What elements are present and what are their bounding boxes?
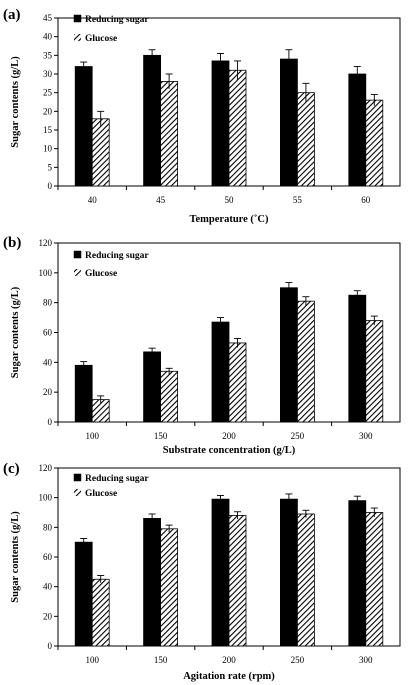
bar-reducing-sugar-100	[74, 364, 93, 423]
panel-label: (b)	[3, 235, 21, 251]
bar-glucose-45	[160, 81, 179, 187]
legend-swatch-reducing-sugar	[73, 250, 82, 259]
legend-label: Reducing sugar	[85, 474, 149, 484]
bar-glucose-250	[296, 513, 315, 647]
chart-panel-3: (c) 0 20 40 60 80 100 120 100 150 200 250 300 Reducin…	[3, 461, 401, 682]
y-tick-label: 60	[43, 552, 53, 562]
y-tick-label: 100	[39, 268, 53, 278]
bar-reducing-sugar-45	[143, 54, 162, 187]
y-tick-label: 0	[48, 641, 53, 651]
panel-label: (a)	[3, 7, 21, 23]
y-axis-title: Sugar contents (g/L)	[10, 56, 21, 148]
x-axis-title: Temperature (˚C)	[189, 214, 269, 225]
x-tick-label: 150	[154, 655, 168, 665]
bar-glucose-40	[91, 118, 110, 187]
y-tick-label: 40	[43, 582, 53, 592]
y-tick-label: 0	[48, 417, 53, 427]
legend-label: Glucose	[85, 34, 117, 44]
bar-reducing-sugar-55	[279, 58, 298, 187]
panel-label: (c)	[3, 461, 20, 477]
x-tick-label: 60	[361, 195, 371, 205]
y-tick-label: 40	[43, 32, 53, 42]
bar-reducing-sugar-250	[279, 498, 298, 647]
legend-label: Reducing sugar	[85, 251, 149, 261]
bar-glucose-150	[160, 528, 179, 647]
y-tick-label: 100	[39, 493, 53, 503]
bar-reducing-sugar-300	[348, 500, 367, 647]
y-tick-label: 10	[43, 144, 53, 154]
y-tick-label: 20	[43, 611, 53, 621]
x-tick-label: 200	[222, 655, 236, 665]
x-tick-label: 45	[156, 195, 166, 205]
bar-reducing-sugar-150	[143, 518, 162, 647]
x-tick-label: 300	[359, 431, 373, 441]
legend-swatch-glucose	[74, 34, 81, 41]
bar-glucose-50	[228, 69, 247, 187]
y-tick-label: 30	[43, 69, 53, 79]
chart-panel-1: (a) 0 5 10 15 20 25 30 35 40 45 40 45 50 55 60 Reducing …	[3, 7, 401, 225]
y-tick-label: 120	[39, 463, 53, 473]
x-axis-title: Substrate concentration (g/L)	[163, 445, 296, 456]
x-tick-label: 250	[291, 655, 305, 665]
y-tick-label: 35	[43, 50, 53, 60]
bar-glucose-150	[160, 370, 179, 423]
y-tick-label: 20	[43, 387, 53, 397]
legend-label: Glucose	[85, 269, 117, 279]
bar-reducing-sugar-200	[211, 321, 230, 423]
y-tick-label: 15	[43, 125, 53, 135]
bar-reducing-sugar-200	[211, 498, 230, 647]
y-tick-label: 5	[48, 162, 53, 172]
y-tick-label: 60	[43, 328, 53, 338]
legend-swatch-reducing-sugar	[73, 14, 82, 23]
y-tick-label: 80	[43, 522, 53, 532]
x-tick-label: 250	[291, 431, 305, 441]
bar-glucose-100	[91, 578, 110, 647]
bar-glucose-250	[296, 300, 315, 423]
bar-glucose-55	[296, 92, 315, 187]
legend-label: Glucose	[85, 489, 117, 499]
bar-glucose-200	[228, 342, 247, 423]
x-tick-label: 55	[293, 195, 303, 205]
x-tick-label: 100	[85, 431, 99, 441]
x-axis-title: Agitation rate (rpm)	[183, 671, 275, 682]
x-tick-label: 100	[85, 655, 99, 665]
y-tick-label: 20	[43, 106, 53, 116]
bar-glucose-300	[365, 320, 384, 423]
x-tick-label: 150	[154, 431, 168, 441]
bar-reducing-sugar-50	[211, 60, 230, 187]
bar-glucose-60	[365, 99, 384, 187]
y-axis-title: Sugar contents (g/L)	[10, 511, 21, 603]
bar-glucose-200	[228, 515, 247, 647]
y-tick-label: 120	[39, 238, 53, 248]
y-tick-label: 40	[43, 357, 53, 367]
bar-reducing-sugar-150	[143, 351, 162, 423]
x-tick-label: 200	[222, 431, 236, 441]
legend-swatch-reducing-sugar	[73, 473, 82, 482]
bar-reducing-sugar-60	[348, 73, 367, 187]
chart-panel-2: (b) 0 20 40 60 80 100 120 100 150 200 250 300 Reducin…	[3, 235, 401, 456]
legend-swatch-glucose	[74, 489, 81, 496]
x-tick-label: 50	[225, 195, 235, 205]
y-tick-label: 80	[43, 298, 53, 308]
bar-reducing-sugar-100	[74, 541, 93, 647]
legend-label: Reducing sugar	[85, 15, 149, 25]
bar-reducing-sugar-300	[348, 294, 367, 423]
y-tick-label: 0	[48, 181, 53, 191]
x-tick-label: 40	[88, 195, 98, 205]
y-tick-label: 25	[43, 88, 53, 98]
bar-reducing-sugar-40	[74, 66, 93, 187]
legend-swatch-glucose	[74, 269, 81, 276]
x-tick-label: 300	[359, 655, 373, 665]
bar-reducing-sugar-250	[279, 287, 298, 423]
y-tick-label: 45	[43, 13, 53, 23]
y-axis-title: Sugar contents (g/L)	[10, 286, 21, 378]
bar-glucose-300	[365, 512, 384, 647]
